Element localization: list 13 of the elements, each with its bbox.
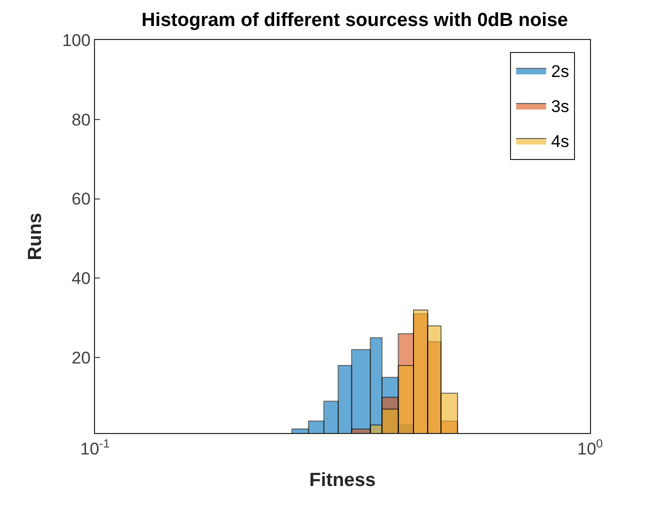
- y-tick-label: 40: [72, 269, 91, 288]
- y-axis-title: Runs: [25, 212, 46, 260]
- y-tick-label: 80: [72, 110, 91, 130]
- legend-label: 3s: [551, 97, 570, 116]
- y-tick-label: 100: [62, 30, 91, 50]
- chart-title: Histogram of different sourcess with 0dB noise: [141, 10, 568, 31]
- x-axis-title: Fitness: [309, 470, 376, 492]
- y-tick-label: 20: [72, 348, 91, 368]
- x-tick-label: 10$^{-1}$: [80, 436, 110, 458]
- y-tick-label: 60: [72, 190, 91, 209]
- legend-label: 2s: [551, 62, 570, 81]
- x-tick-label: 10$^{0}$: [577, 436, 604, 458]
- legend-label: 4s: [551, 132, 570, 152]
